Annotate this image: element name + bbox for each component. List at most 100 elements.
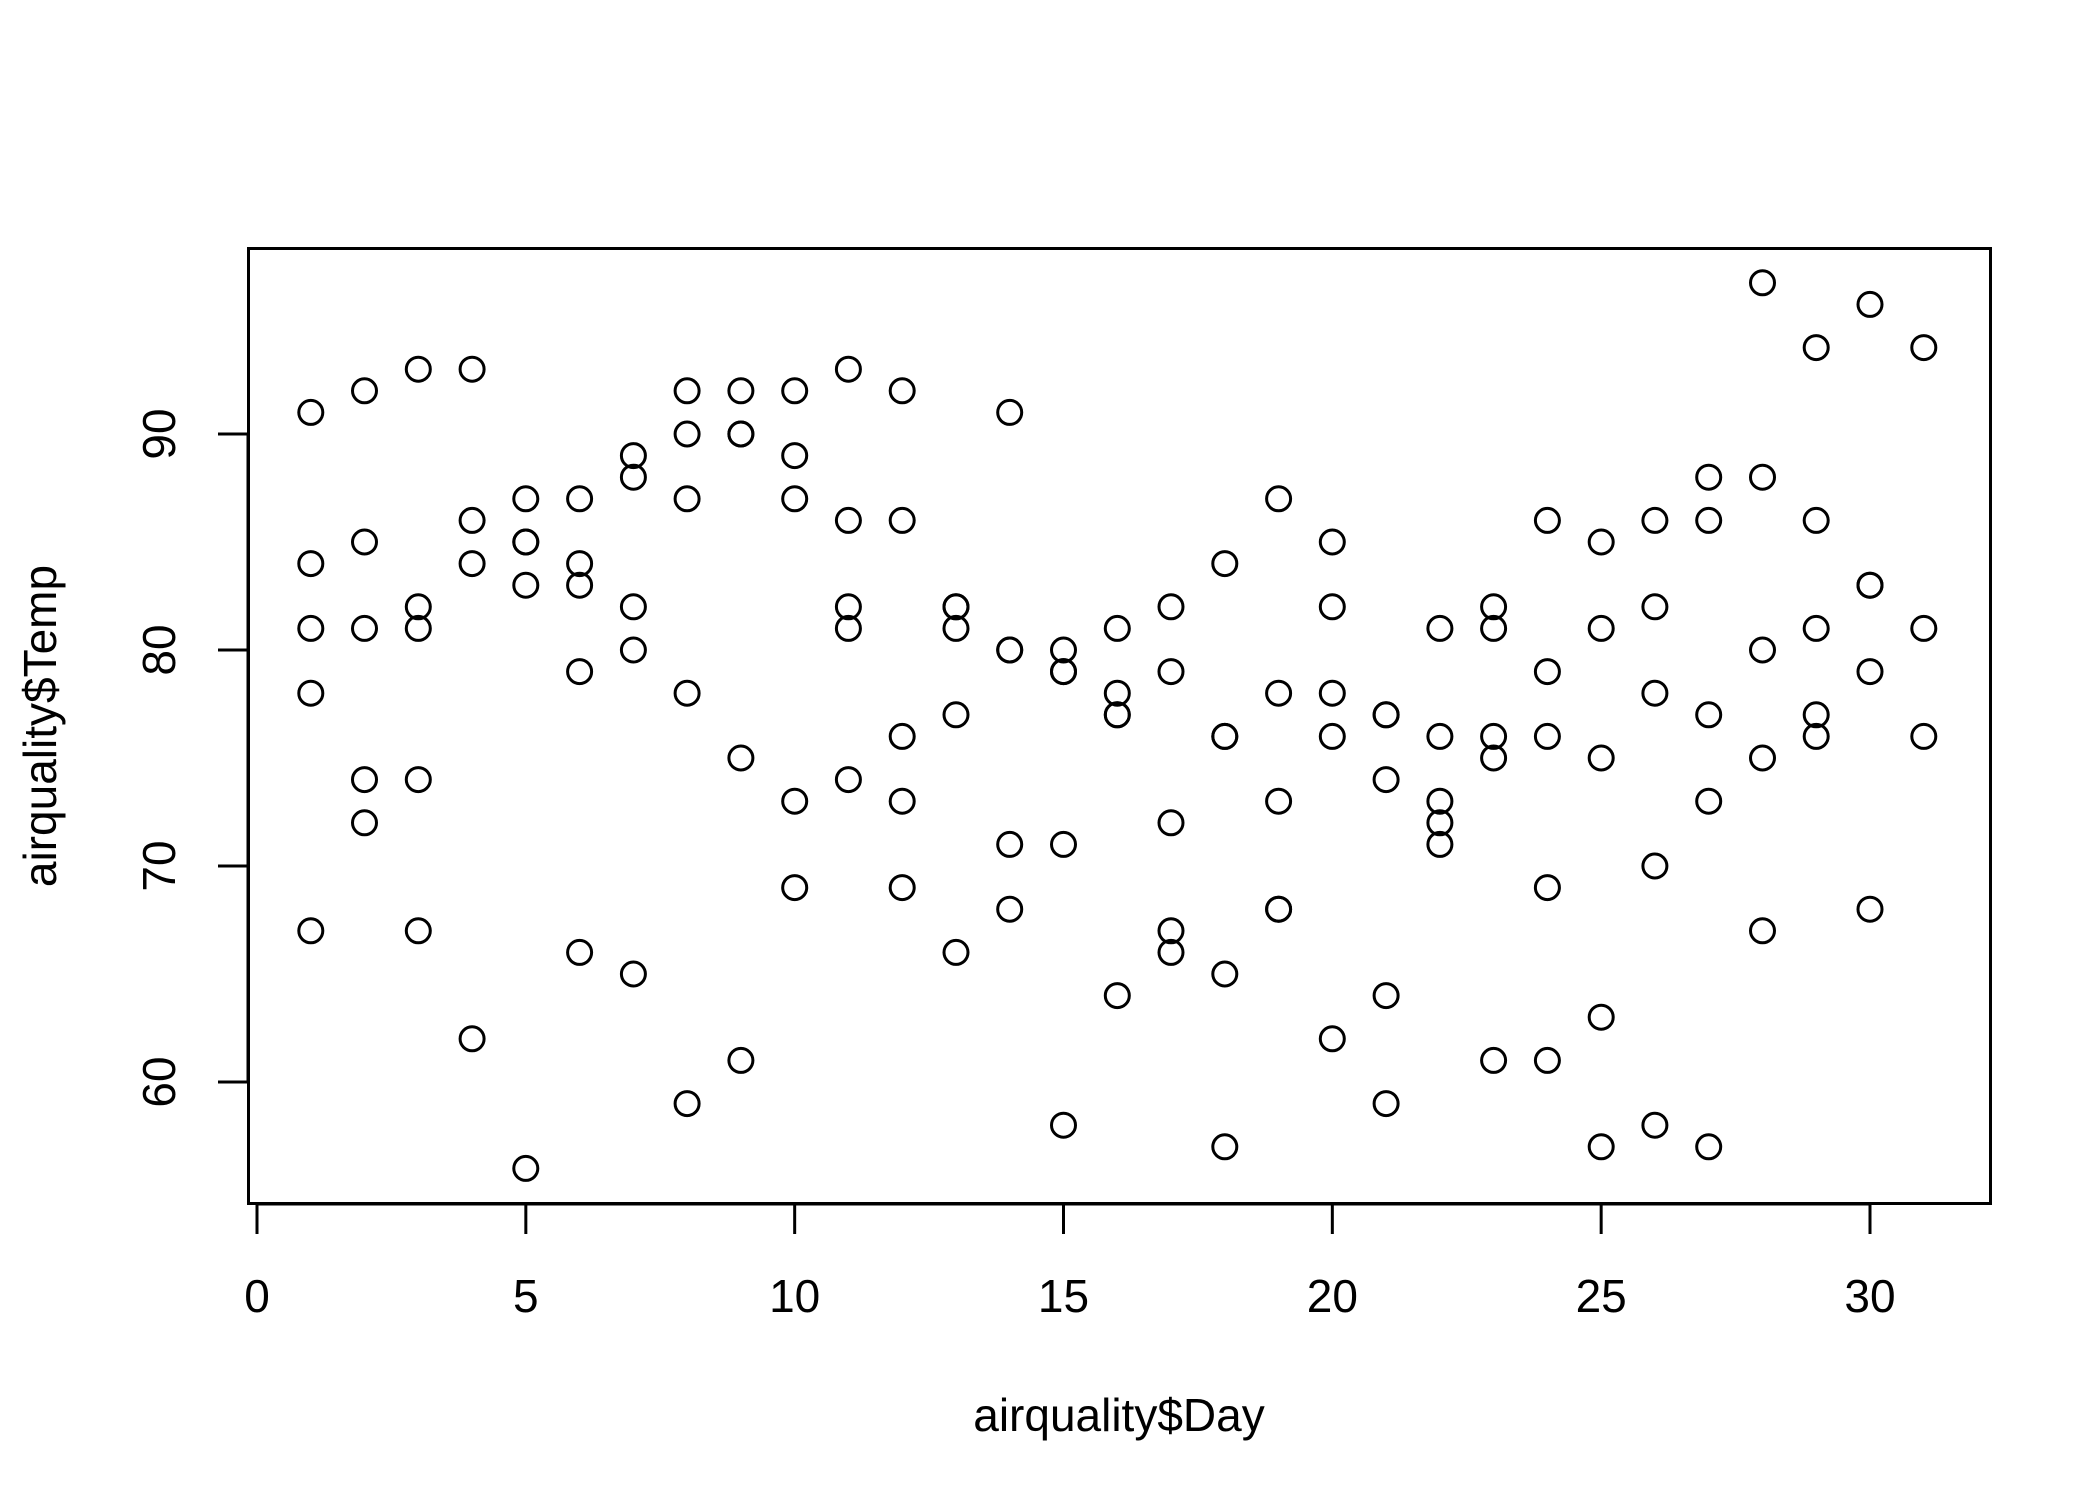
data-point xyxy=(1695,506,1723,534)
data-points xyxy=(297,269,1938,1182)
data-point xyxy=(404,766,432,794)
data-point xyxy=(1802,614,1830,642)
data-point xyxy=(1910,722,1938,750)
data-point xyxy=(1856,895,1884,923)
data-point xyxy=(781,787,809,815)
x-tick-label: 20 xyxy=(1307,1270,1358,1322)
data-point xyxy=(458,355,486,383)
data-point xyxy=(351,528,378,556)
data-point xyxy=(888,506,916,534)
data-point xyxy=(1641,679,1669,707)
data-point xyxy=(1695,787,1723,815)
y-tick-label: 90 xyxy=(133,408,185,459)
data-point xyxy=(834,614,862,642)
data-point xyxy=(1050,1111,1077,1139)
data-point xyxy=(1587,1003,1615,1031)
data-point xyxy=(1641,1111,1669,1139)
data-point xyxy=(1480,744,1508,772)
data-point xyxy=(1318,722,1346,750)
data-point xyxy=(673,679,701,707)
data-point xyxy=(351,614,378,642)
data-point xyxy=(996,398,1024,426)
data-point xyxy=(996,830,1024,858)
data-point xyxy=(1587,1133,1615,1161)
data-point xyxy=(673,1090,701,1118)
data-point xyxy=(727,744,755,772)
data-point xyxy=(1480,593,1508,621)
y-axis: 60 70 80 90 xyxy=(133,408,250,1108)
data-point xyxy=(404,355,432,383)
data-point xyxy=(1856,290,1884,318)
data-point xyxy=(1265,485,1293,513)
x-tick-label: 10 xyxy=(769,1270,820,1322)
data-point xyxy=(1641,852,1669,880)
data-point xyxy=(512,571,540,599)
data-point xyxy=(1587,614,1615,642)
data-point xyxy=(1533,658,1561,686)
data-point xyxy=(1587,744,1615,772)
data-point xyxy=(619,960,647,988)
data-point xyxy=(942,614,970,642)
data-point xyxy=(1480,1046,1508,1074)
data-point xyxy=(1695,701,1723,729)
data-point xyxy=(1749,269,1776,297)
data-point xyxy=(619,593,647,621)
data-point xyxy=(1211,1133,1239,1161)
data-point xyxy=(1587,528,1615,556)
data-point xyxy=(834,355,862,383)
data-point xyxy=(1103,679,1131,707)
data-point xyxy=(297,917,325,945)
data-point xyxy=(834,506,862,534)
data-point xyxy=(1426,830,1454,858)
data-point xyxy=(1372,766,1400,794)
data-point xyxy=(996,636,1024,664)
data-point xyxy=(834,593,862,621)
data-point xyxy=(1802,701,1830,729)
data-point xyxy=(297,398,325,426)
data-point xyxy=(1157,658,1185,686)
data-point xyxy=(1749,917,1776,945)
data-point xyxy=(458,506,486,534)
data-point xyxy=(834,766,862,794)
data-point xyxy=(1318,593,1346,621)
data-point xyxy=(1641,506,1669,534)
data-point xyxy=(1211,722,1239,750)
data-point xyxy=(1211,550,1239,578)
data-point xyxy=(1533,506,1561,534)
data-point xyxy=(727,1046,755,1074)
data-point xyxy=(673,420,701,448)
data-point xyxy=(297,679,325,707)
data-point xyxy=(1695,1133,1723,1161)
data-point xyxy=(996,895,1024,923)
data-point xyxy=(727,377,755,405)
data-point xyxy=(404,917,432,945)
data-point xyxy=(1856,658,1884,686)
data-point xyxy=(1103,982,1131,1010)
data-point xyxy=(1695,463,1723,491)
data-point xyxy=(1103,701,1131,729)
data-point xyxy=(1856,571,1884,599)
data-point xyxy=(781,874,809,902)
data-point xyxy=(1318,528,1346,556)
data-point xyxy=(1265,679,1293,707)
data-point xyxy=(1910,334,1938,362)
data-point xyxy=(351,377,378,405)
x-tick-label: 15 xyxy=(1038,1270,1089,1322)
x-axis: 0 5 10 15 20 25 30 xyxy=(244,1202,1896,1322)
data-point xyxy=(1749,636,1776,664)
data-point xyxy=(1749,744,1776,772)
data-point xyxy=(512,528,540,556)
data-point xyxy=(1372,982,1400,1010)
data-point xyxy=(512,485,540,513)
data-point xyxy=(781,442,809,470)
y-axis-title: airquality$Temp xyxy=(14,565,66,887)
data-point xyxy=(673,377,701,405)
data-point xyxy=(1480,722,1508,750)
data-point xyxy=(1318,1025,1346,1053)
data-point xyxy=(619,463,647,491)
data-point xyxy=(942,593,970,621)
data-point xyxy=(512,1154,540,1182)
data-point xyxy=(1157,593,1185,621)
